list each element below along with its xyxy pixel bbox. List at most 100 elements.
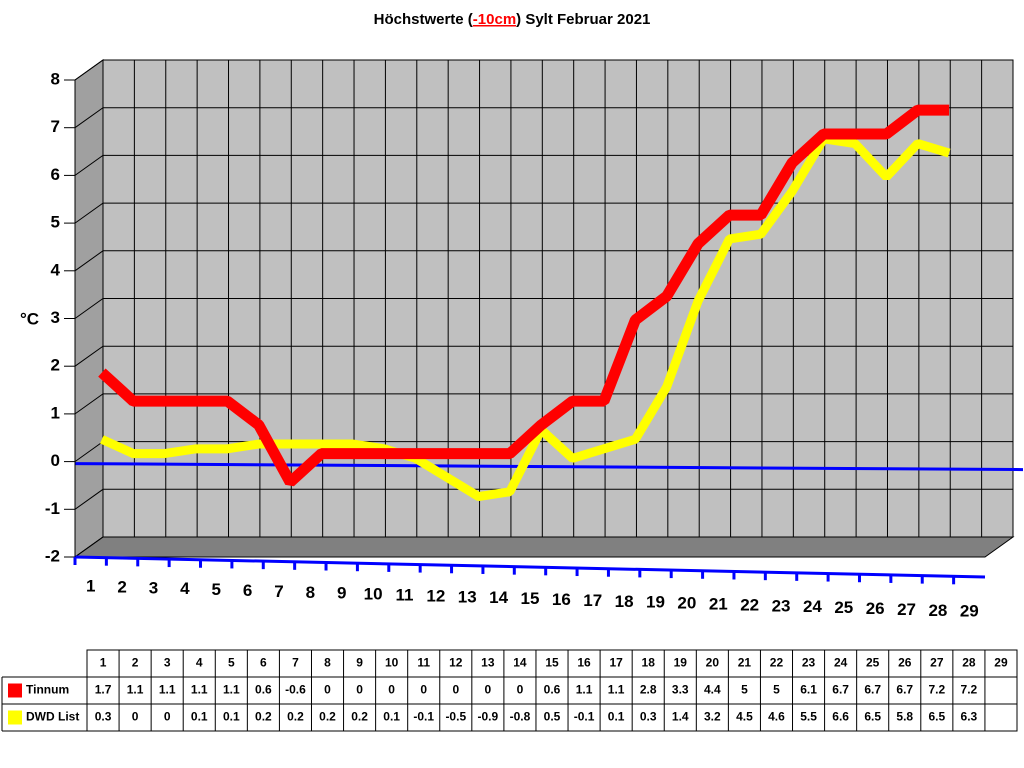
table-header: 11 [417, 656, 430, 670]
y-tick-label: 2 [51, 356, 60, 375]
grid-line [74, 59, 1013, 81]
x-axis-line [74, 555, 986, 579]
table-cell: 2.8 [640, 683, 657, 697]
chart-title: Höchstwerte (-10cm) Sylt Februar 2021 [374, 11, 651, 28]
table-header: 28 [962, 656, 976, 670]
table-header: 3 [164, 656, 171, 670]
x-tick-label: 7 [274, 582, 283, 601]
table-header: 2 [132, 656, 139, 670]
title-part: -10cm [473, 11, 516, 28]
table-header: 13 [481, 656, 495, 670]
grid-line [74, 393, 1013, 415]
y-tick-label: 8 [51, 69, 60, 88]
grid-line [74, 250, 1013, 272]
data-table: 1 2 3 4 5 6 7 8 9 10 11 12 13 14 15 16 17 18 19 20 21 22 23 24 2… [1, 649, 1018, 732]
x-tick-label: 14 [489, 588, 508, 607]
table-cell: 0 [388, 683, 395, 697]
table-cell: -0.8 [510, 710, 531, 724]
x-tick-label: 9 [337, 584, 346, 603]
table-cell: 3.2 [704, 710, 721, 724]
table-cell: 0.3 [95, 710, 112, 724]
table-header: 18 [642, 656, 656, 670]
table-cell: 0 [132, 710, 139, 724]
table-cell: 1.4 [672, 710, 689, 724]
table-cell: 7.2 [961, 683, 978, 697]
table-cell: 0.3 [640, 710, 657, 724]
x-tick-label: 10 [364, 585, 383, 604]
table-cell: 0.2 [319, 710, 336, 724]
table-header: 29 [994, 656, 1008, 670]
x-tick-label: 24 [803, 597, 822, 616]
x-tick-label: 15 [521, 589, 540, 608]
table-cell: 0.2 [351, 710, 368, 724]
grid-line [74, 154, 1013, 176]
table-cell: 0 [452, 683, 459, 697]
table-cell: 0 [420, 683, 427, 697]
x-tick-label: 13 [458, 587, 477, 606]
table-cell: 1.7 [95, 683, 112, 697]
series-line [98, 104, 950, 487]
table-cell: 4.5 [736, 710, 753, 724]
table-cell: 6.7 [896, 683, 913, 697]
table-cell: 6.7 [864, 683, 881, 697]
table-cell: 4.4 [704, 683, 721, 697]
table-cell: 6.6 [832, 710, 849, 724]
table-header: 26 [898, 656, 912, 670]
table-header: 19 [674, 656, 688, 670]
table-header: 16 [577, 656, 591, 670]
table-header: 15 [545, 656, 559, 670]
x-tick-label: 12 [426, 586, 445, 605]
grid-line [74, 536, 1013, 558]
table-header: 7 [292, 656, 299, 670]
y-tick-label: -1 [45, 499, 60, 518]
table-cell: 5.8 [896, 710, 913, 724]
table-cell: 0.5 [544, 710, 561, 724]
x-tick-label: 5 [211, 580, 220, 599]
table-cell: 0.6 [544, 683, 561, 697]
table-cell: 0.1 [191, 710, 208, 724]
table-header: 14 [513, 656, 527, 670]
table-cell: 0.2 [255, 710, 272, 724]
table-cell: 5.5 [800, 710, 817, 724]
x-tick-label: 6 [243, 581, 252, 600]
table-cell: -0.9 [478, 710, 499, 724]
table-cell: 6.5 [864, 710, 881, 724]
grid-line [74, 345, 1013, 367]
x-tick-label: 23 [772, 596, 791, 615]
table-cell: 7.2 [928, 683, 945, 697]
floor [73, 536, 1015, 558]
x-tick-label: 16 [552, 590, 571, 609]
table-header: 6 [260, 656, 267, 670]
x-tick-label: 18 [615, 592, 634, 611]
table-cell: 6.1 [800, 683, 817, 697]
y-axis-label: °C [20, 309, 39, 328]
table-header: 22 [770, 656, 784, 670]
table-cell: 0 [517, 683, 524, 697]
y-tick-label: 3 [51, 308, 60, 327]
y-tick-label: 7 [51, 117, 60, 136]
table-header: 27 [930, 656, 944, 670]
legend-label: DWD List [26, 710, 79, 724]
x-tick-label: 20 [677, 594, 696, 613]
table-cell: 0.6 [255, 683, 272, 697]
title-part: ) Sylt Februar 2021 [516, 11, 650, 28]
table-cell: 5 [741, 683, 748, 697]
table-frame [86, 649, 1018, 732]
table-cell: -0.6 [285, 683, 306, 697]
grid-line [74, 202, 1013, 224]
table-header: 17 [609, 656, 623, 670]
x-tick-label: 21 [709, 594, 728, 613]
title-part: Höchstwerte ( [374, 11, 473, 28]
x-tick-label: 29 [960, 602, 979, 621]
table-cell: 1.1 [576, 683, 593, 697]
legend-swatch [8, 710, 22, 725]
table-cell: 1.1 [159, 683, 176, 697]
x-tick-label: 3 [149, 578, 158, 597]
table-cell: 0 [324, 683, 331, 697]
table-header: 21 [738, 656, 752, 670]
table-cell: 0.1 [608, 710, 625, 724]
table-header: 23 [802, 656, 816, 670]
table-header: 10 [385, 656, 399, 670]
